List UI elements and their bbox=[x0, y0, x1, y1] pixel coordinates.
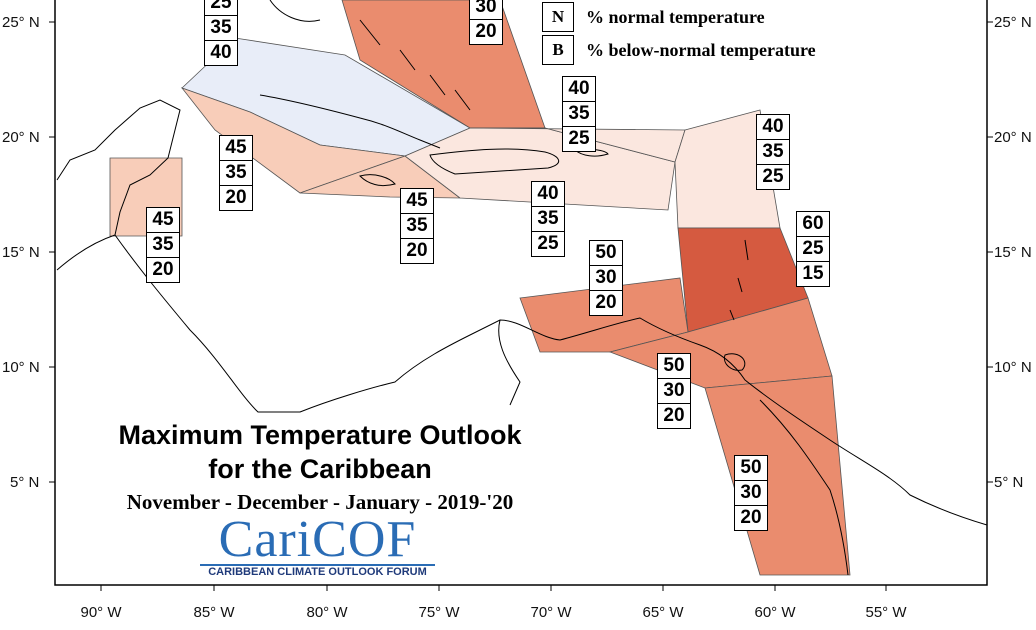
lon-label-90: 90° W bbox=[80, 604, 122, 621]
value-above: 50 bbox=[590, 241, 622, 266]
legend-below: B % below-normal temperature bbox=[542, 35, 816, 65]
lat-label-15: 15° N bbox=[2, 244, 40, 261]
value-below: 20 bbox=[225, 187, 247, 208]
value-normal: 35 bbox=[220, 161, 252, 186]
legend-key-n: N bbox=[542, 2, 574, 32]
lat-label-5-right: 5° N bbox=[994, 474, 1023, 491]
lon-label-55: 55° W bbox=[865, 604, 907, 621]
value-normal: 30 bbox=[590, 266, 622, 291]
value-above: 50 bbox=[735, 456, 767, 481]
value-below: 20 bbox=[475, 21, 497, 42]
value-below: 20 bbox=[595, 292, 617, 313]
value-normal: 30 bbox=[658, 379, 690, 404]
value-normal: 35 bbox=[147, 233, 179, 258]
value-above: 45 bbox=[220, 136, 252, 161]
value-normal: 30 bbox=[470, 0, 502, 20]
lon-label-70: 70° W bbox=[530, 604, 572, 621]
legend-key-b: B bbox=[542, 35, 574, 65]
values-box-guianas: 50 30 20 bbox=[734, 455, 768, 531]
map-period: November - December - January - 2019-'20 bbox=[126, 490, 514, 514]
value-below: 15 bbox=[802, 263, 824, 284]
lon-label-85: 85° W bbox=[193, 604, 235, 621]
value-normal: 35 bbox=[401, 214, 433, 239]
legend-text-below: % below-normal temperature bbox=[586, 39, 816, 60]
value-normal: 35 bbox=[757, 140, 789, 165]
value-normal: 25 bbox=[797, 237, 829, 262]
value-below: 20 bbox=[152, 259, 174, 280]
value-below: 20 bbox=[406, 240, 428, 261]
values-box-western-caribbean: 45 35 20 bbox=[219, 135, 253, 211]
value-normal: 35 bbox=[532, 207, 564, 232]
coastlines bbox=[56, 0, 988, 576]
logo-tagline: CARIBBEAN CLIMATE OUTLOOK FORUM bbox=[200, 564, 435, 578]
lon-label-75: 75° W bbox=[418, 604, 460, 621]
value-below: 25 bbox=[762, 166, 784, 187]
title-line-1: Maximum Temperature Outlook bbox=[118, 420, 522, 450]
lat-label-25-right: 25° N bbox=[994, 14, 1032, 31]
lat-label-25: 25° N bbox=[2, 14, 40, 31]
value-below: 25 bbox=[568, 128, 590, 149]
values-box-puerto-rico-vi: 40 35 25 bbox=[562, 76, 596, 152]
value-above: 40 bbox=[563, 77, 595, 102]
title-line-2: for the Caribbean bbox=[208, 454, 432, 484]
value-normal: 30 bbox=[735, 481, 767, 506]
value-above: 45 bbox=[147, 208, 179, 233]
legend-normal: N % normal temperature bbox=[542, 2, 765, 32]
value-above: 40 bbox=[757, 115, 789, 140]
value-below: 20 bbox=[740, 507, 762, 528]
value-above: 40 bbox=[532, 182, 564, 207]
values-box-northern-leewards: 40 35 25 bbox=[756, 114, 790, 190]
lon-label-65: 65° W bbox=[642, 604, 684, 621]
lat-label-20-right: 20° N bbox=[994, 129, 1032, 146]
lat-label-5: 5° N bbox=[10, 474, 39, 491]
values-box-abc-islands: 50 30 20 bbox=[589, 240, 623, 316]
value-below: 40 bbox=[210, 42, 232, 63]
lon-label-80: 80° W bbox=[306, 604, 348, 621]
map-title: Maximum Temperature Outlook for the Cari… bbox=[60, 418, 580, 486]
values-box-turks-caicos: 30 20 bbox=[469, 0, 503, 45]
value-below: 20 bbox=[663, 405, 685, 426]
lat-label-15-right: 15° N bbox=[994, 244, 1032, 261]
logo-wordmark: CariCOF bbox=[218, 511, 417, 568]
values-box-belize: 45 35 20 bbox=[146, 207, 180, 283]
outlook-regions bbox=[109, 0, 851, 576]
lat-label-10-right: 10° N bbox=[994, 359, 1032, 376]
value-above: 50 bbox=[658, 354, 690, 379]
values-box-bahamas: 25 35 40 bbox=[204, 0, 238, 66]
value-normal: 35 bbox=[205, 16, 237, 41]
axis-ticks bbox=[49, 21, 993, 591]
lon-label-60: 60° W bbox=[754, 604, 796, 621]
value-above: 25 bbox=[205, 0, 237, 16]
values-box-jamaica: 45 35 20 bbox=[400, 188, 434, 264]
values-box-windward-islands: 60 25 15 bbox=[796, 211, 830, 287]
value-above: 60 bbox=[797, 212, 829, 237]
values-box-hispaniola: 40 35 25 bbox=[531, 181, 565, 257]
values-box-trinidad-tobago: 50 30 20 bbox=[657, 353, 691, 429]
legend-text-normal: % normal temperature bbox=[586, 6, 765, 27]
value-normal: 35 bbox=[563, 102, 595, 127]
value-below: 25 bbox=[537, 233, 559, 254]
value-above: 45 bbox=[401, 189, 433, 214]
caricof-logo: CariCOF CARIBBEAN CLIMATE OUTLOOK FORUM bbox=[200, 512, 435, 582]
lat-label-10: 10° N bbox=[2, 359, 40, 376]
lat-label-20: 20° N bbox=[2, 129, 40, 146]
